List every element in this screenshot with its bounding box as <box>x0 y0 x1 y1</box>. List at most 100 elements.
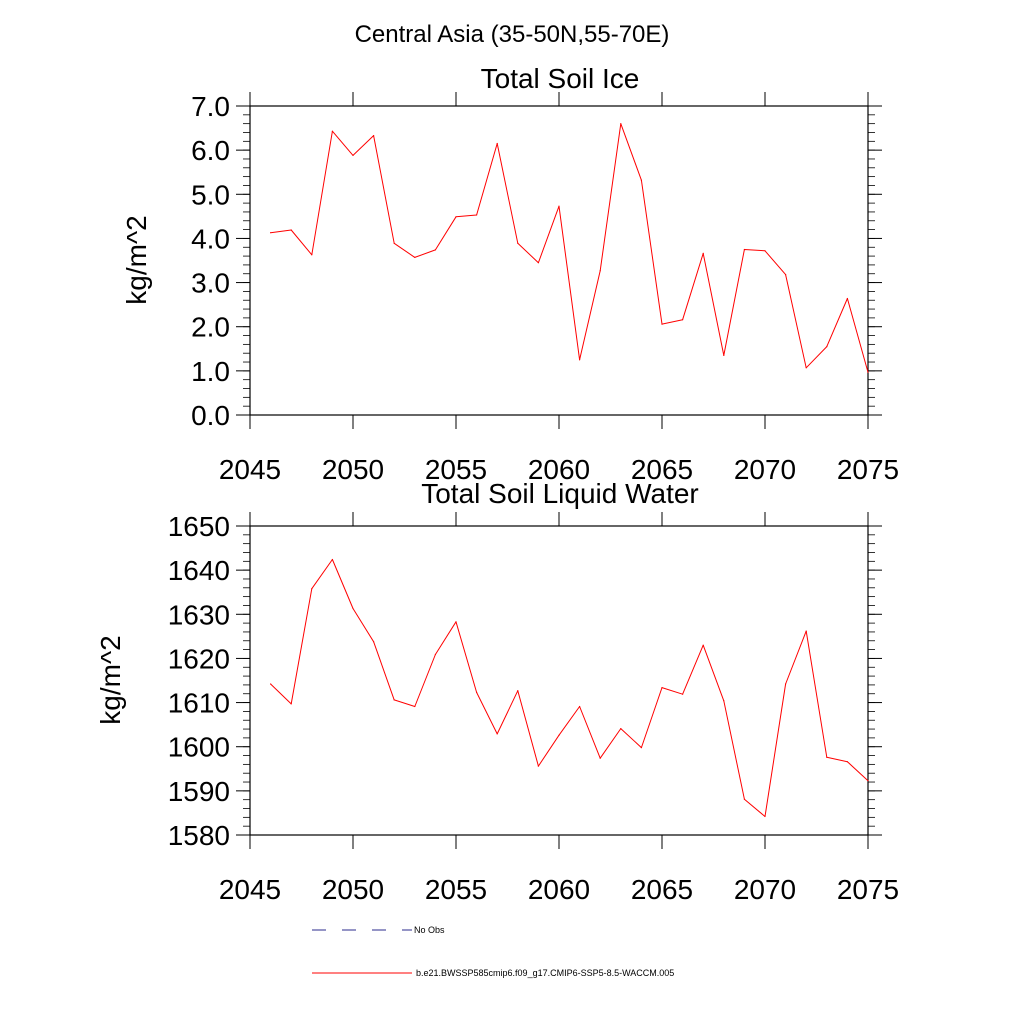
y-tick-label: 1580 <box>168 820 230 851</box>
plot-frame <box>249 525 869 836</box>
data-point <box>537 765 540 767</box>
x-tick-label: 2065 <box>631 874 693 905</box>
data-point <box>682 693 684 695</box>
data-point <box>599 757 601 759</box>
data-point <box>434 249 436 251</box>
y-axis-label: kg/m^2 <box>121 215 152 304</box>
y-tick-label: 7.0 <box>191 91 230 122</box>
x-tick-label: 2060 <box>528 454 590 485</box>
x-tick-label: 2050 <box>322 454 384 485</box>
y-tick-labels: 1580 1590 1600 1610 1620 1630 1640 1650 <box>168 511 230 851</box>
data-point <box>867 780 869 782</box>
series-group <box>270 123 869 373</box>
data-point <box>579 705 581 708</box>
data-point <box>785 274 787 276</box>
x-tick-label: 2045 <box>219 454 281 485</box>
data-point <box>373 135 375 137</box>
data-point <box>270 683 272 685</box>
data-point <box>270 232 272 234</box>
data-point <box>682 319 684 321</box>
data-point <box>434 653 436 656</box>
data-point <box>826 346 828 348</box>
y-tick-label: 0.0 <box>191 400 230 431</box>
y-tick-label: 3.0 <box>191 268 230 299</box>
x-tick-label: 2045 <box>219 874 281 905</box>
x-tick-labels: 2045 2050 2055 2060 2065 2070 2075 <box>219 874 899 905</box>
y-tick-labels: 0.0 1.0 2.0 3.0 4.0 5.0 6.0 7.0 <box>191 91 230 431</box>
y-tick-label: 1590 <box>168 776 230 807</box>
y-tick-label: 1600 <box>168 732 230 763</box>
x-tick-label: 2070 <box>734 874 796 905</box>
data-point <box>290 703 292 705</box>
data-point <box>764 815 766 818</box>
data-point <box>826 756 828 758</box>
data-point <box>331 130 333 132</box>
x-tick-label: 2050 <box>322 874 384 905</box>
data-point <box>743 798 746 800</box>
series-group <box>270 558 869 818</box>
y-tick-label: 1640 <box>168 555 230 586</box>
y-tick-label: 1610 <box>168 688 230 719</box>
x-tick-label: 2070 <box>734 454 796 485</box>
data-point <box>723 354 725 356</box>
data-point <box>393 242 395 244</box>
data-point <box>702 644 704 646</box>
data-point <box>661 323 663 325</box>
data-point <box>517 690 519 692</box>
data-point <box>476 214 478 216</box>
data-point <box>290 229 292 231</box>
y-tick-label: 4.0 <box>191 223 230 254</box>
y-tick-label: 1620 <box>168 643 230 674</box>
data-point <box>558 205 560 207</box>
data-point <box>805 630 807 632</box>
data-point <box>517 242 519 244</box>
data-point <box>620 123 622 125</box>
data-point <box>640 179 643 181</box>
y-tick-label: 1.0 <box>191 356 230 387</box>
series-line <box>270 559 869 817</box>
y-tick-label: 5.0 <box>191 179 230 210</box>
chart-title: Total Soil Ice <box>481 63 640 94</box>
x-tick-label: 2065 <box>631 454 693 485</box>
legend-label-model: b.e21.BWSSP585cmip6.f09_g17.CMIP6-SSP5-8… <box>416 968 674 978</box>
axis-ticks <box>236 92 882 429</box>
panel-total-soil-ice: Total Soil Ice kg/m^2 0.0 1.0 2.0 3.0 4.0 5.0… <box>121 63 899 485</box>
plot-frame <box>249 105 869 416</box>
data-point <box>311 254 313 256</box>
data-point <box>846 297 849 300</box>
data-point <box>661 687 663 689</box>
data-point <box>311 588 313 590</box>
data-point <box>373 641 375 643</box>
y-tick-label: 6.0 <box>191 135 230 166</box>
data-point <box>455 621 457 623</box>
data-point <box>352 154 354 156</box>
data-point <box>640 747 643 749</box>
data-point <box>743 248 746 251</box>
data-point <box>393 699 395 701</box>
data-point <box>785 683 787 685</box>
x-tick-label: 2060 <box>528 874 590 905</box>
y-tick-label: 2.0 <box>191 312 230 343</box>
main-title: Central Asia (35-50N,55-70E) <box>355 21 670 48</box>
legend: No Obs b.e21.BWSSP585cmip6.f09_g17.CMIP6… <box>312 925 674 978</box>
data-point <box>702 252 704 254</box>
data-point <box>455 216 457 218</box>
data-point <box>846 761 849 763</box>
chart-title: Total Soil Liquid Water <box>421 478 699 509</box>
data-point <box>805 367 807 369</box>
axis-ticks <box>236 512 882 849</box>
data-point <box>414 705 416 708</box>
data-point <box>599 270 601 272</box>
data-point <box>496 142 498 145</box>
x-tick-label: 2055 <box>425 454 487 485</box>
data-point <box>867 371 869 373</box>
x-tick-label: 2055 <box>425 874 487 905</box>
data-point <box>414 256 416 258</box>
data-point <box>723 700 725 702</box>
data-point <box>496 733 498 735</box>
data-point <box>620 728 622 730</box>
y-tick-label: 1630 <box>168 599 230 630</box>
x-tick-labels: 2045 2050 2055 2060 2065 2070 2075 <box>219 454 899 485</box>
legend-label-no-obs: No Obs <box>414 925 445 935</box>
